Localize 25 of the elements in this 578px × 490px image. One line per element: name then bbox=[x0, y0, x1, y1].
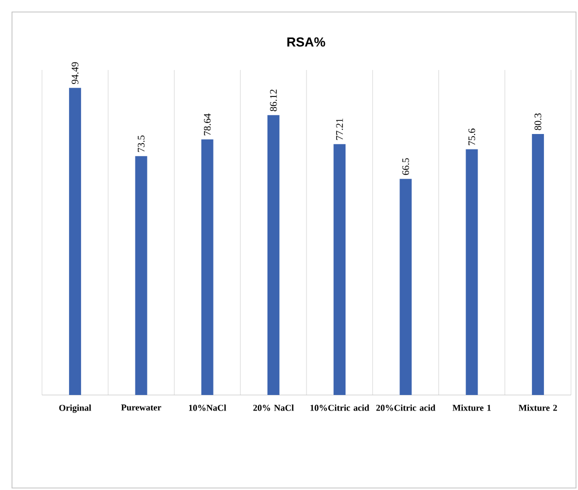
bar bbox=[69, 88, 82, 395]
data-label: 86.12 bbox=[270, 90, 277, 112]
bar bbox=[400, 178, 412, 395]
x-tick-label: 10%NaCl bbox=[189, 404, 226, 411]
data-label: 75.6 bbox=[468, 128, 476, 146]
x-tick-label: 20%Citric acid bbox=[376, 404, 436, 411]
bar bbox=[334, 144, 346, 395]
x-tick-label: Purewater bbox=[121, 404, 162, 411]
data-label: 73.5 bbox=[138, 135, 145, 152]
bar bbox=[532, 134, 544, 395]
data-label: 80.3 bbox=[534, 113, 542, 130]
bar bbox=[135, 156, 148, 395]
data-label: 94.49 bbox=[72, 62, 78, 84]
data-label: 78.64 bbox=[204, 114, 211, 136]
bar bbox=[267, 115, 280, 395]
data-label: 66.5 bbox=[402, 158, 410, 175]
x-tick-label: 10%Citric acid bbox=[310, 404, 370, 411]
data-label: 77.21 bbox=[336, 118, 343, 140]
x-tick-label: Original bbox=[59, 404, 92, 413]
bar bbox=[201, 139, 214, 395]
x-tick-label: Mixture 1 bbox=[452, 404, 491, 411]
x-tick-label: Mixture 2 bbox=[518, 404, 557, 411]
x-tick-label: 20% NaCl bbox=[253, 404, 294, 411]
chart-title: RSA% bbox=[287, 37, 326, 47]
bar bbox=[466, 149, 478, 395]
